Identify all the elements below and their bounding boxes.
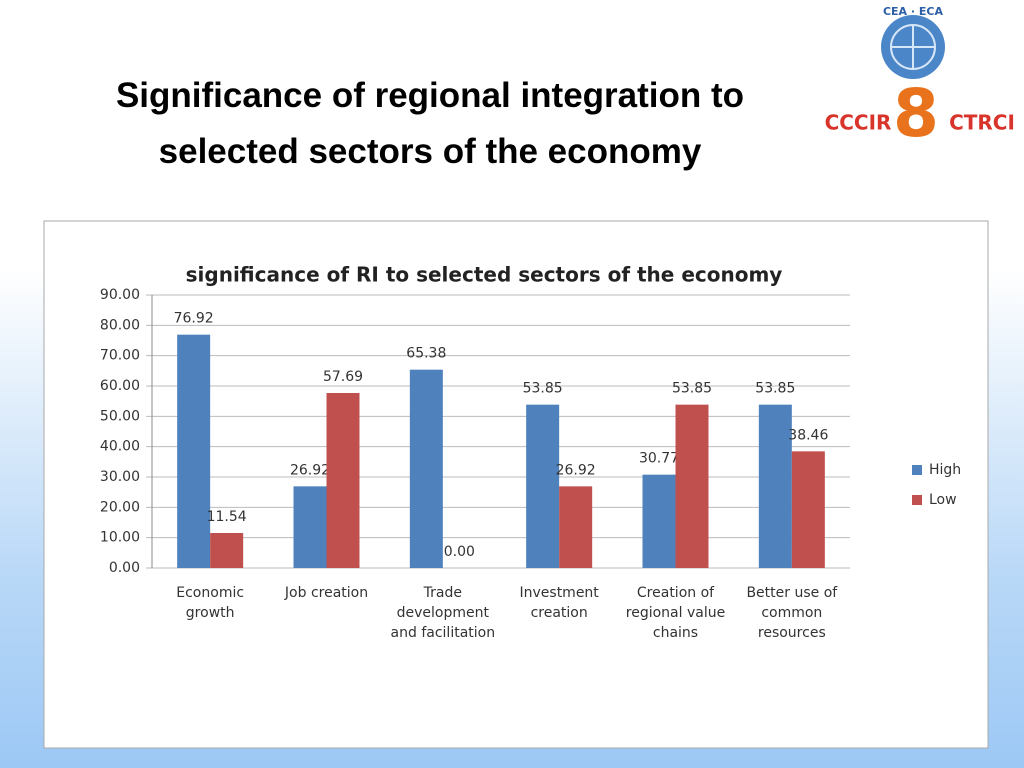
y-tick-label: 0.00 bbox=[109, 560, 140, 576]
y-tick-label: 30.00 bbox=[100, 469, 140, 485]
logo-text: 8 bbox=[893, 75, 939, 152]
bar bbox=[559, 486, 593, 568]
x-tick-label: Better use of common resources bbox=[746, 585, 838, 641]
y-tick-label: 60.00 bbox=[100, 378, 140, 394]
value-label: 11.54 bbox=[207, 509, 247, 525]
y-tick-label: 10.00 bbox=[100, 530, 140, 546]
bar bbox=[675, 404, 709, 568]
value-label: 30.77 bbox=[639, 451, 679, 467]
bar bbox=[409, 369, 443, 568]
value-label: 0.00 bbox=[444, 544, 475, 560]
bar bbox=[758, 404, 792, 568]
legend-label: Low bbox=[929, 492, 957, 508]
value-label: 26.92 bbox=[556, 462, 596, 478]
legend-swatch bbox=[912, 465, 922, 475]
bar bbox=[293, 486, 327, 568]
value-label: 53.85 bbox=[755, 381, 795, 397]
y-tick-label: 40.00 bbox=[100, 439, 140, 455]
slide-title: Significance of regional integration to … bbox=[115, 76, 745, 171]
x-tick-label: Creation of regional value chains bbox=[625, 585, 726, 641]
value-label: 57.69 bbox=[323, 369, 363, 385]
value-label: 38.46 bbox=[788, 427, 828, 443]
legend-swatch bbox=[912, 495, 922, 505]
bar bbox=[326, 393, 360, 568]
bar bbox=[642, 474, 676, 568]
logo-text: CEA · ECA bbox=[883, 5, 944, 18]
bar bbox=[791, 451, 825, 568]
y-tick-label: 90.00 bbox=[100, 287, 140, 303]
x-tick-label: Trade development and facilitation bbox=[390, 585, 496, 641]
x-tick-label: Investment creation bbox=[519, 585, 599, 621]
bar bbox=[526, 404, 560, 568]
y-tick-label: 80.00 bbox=[100, 317, 140, 333]
bar bbox=[177, 334, 211, 568]
bar bbox=[210, 532, 244, 568]
x-tick-label: Job creation bbox=[284, 585, 369, 601]
logo-text: CCCIR bbox=[825, 111, 892, 135]
legend-label: High bbox=[929, 462, 961, 478]
x-tick-label: Economic growth bbox=[176, 585, 245, 621]
value-label: 26.92 bbox=[290, 462, 330, 478]
chart-title: significance of RI to selected sectors o… bbox=[186, 263, 783, 287]
value-label: 65.38 bbox=[406, 346, 446, 362]
y-tick-label: 70.00 bbox=[100, 348, 140, 364]
value-label: 76.92 bbox=[174, 311, 214, 327]
y-tick-label: 50.00 bbox=[100, 408, 140, 424]
y-tick-label: 20.00 bbox=[100, 499, 140, 515]
value-label: 53.85 bbox=[672, 381, 712, 397]
logo: CEA · ECA CCCIR 8 CTRCI bbox=[825, 5, 1015, 152]
logo-text: CTRCI bbox=[949, 111, 1015, 135]
value-label: 53.85 bbox=[523, 381, 563, 397]
